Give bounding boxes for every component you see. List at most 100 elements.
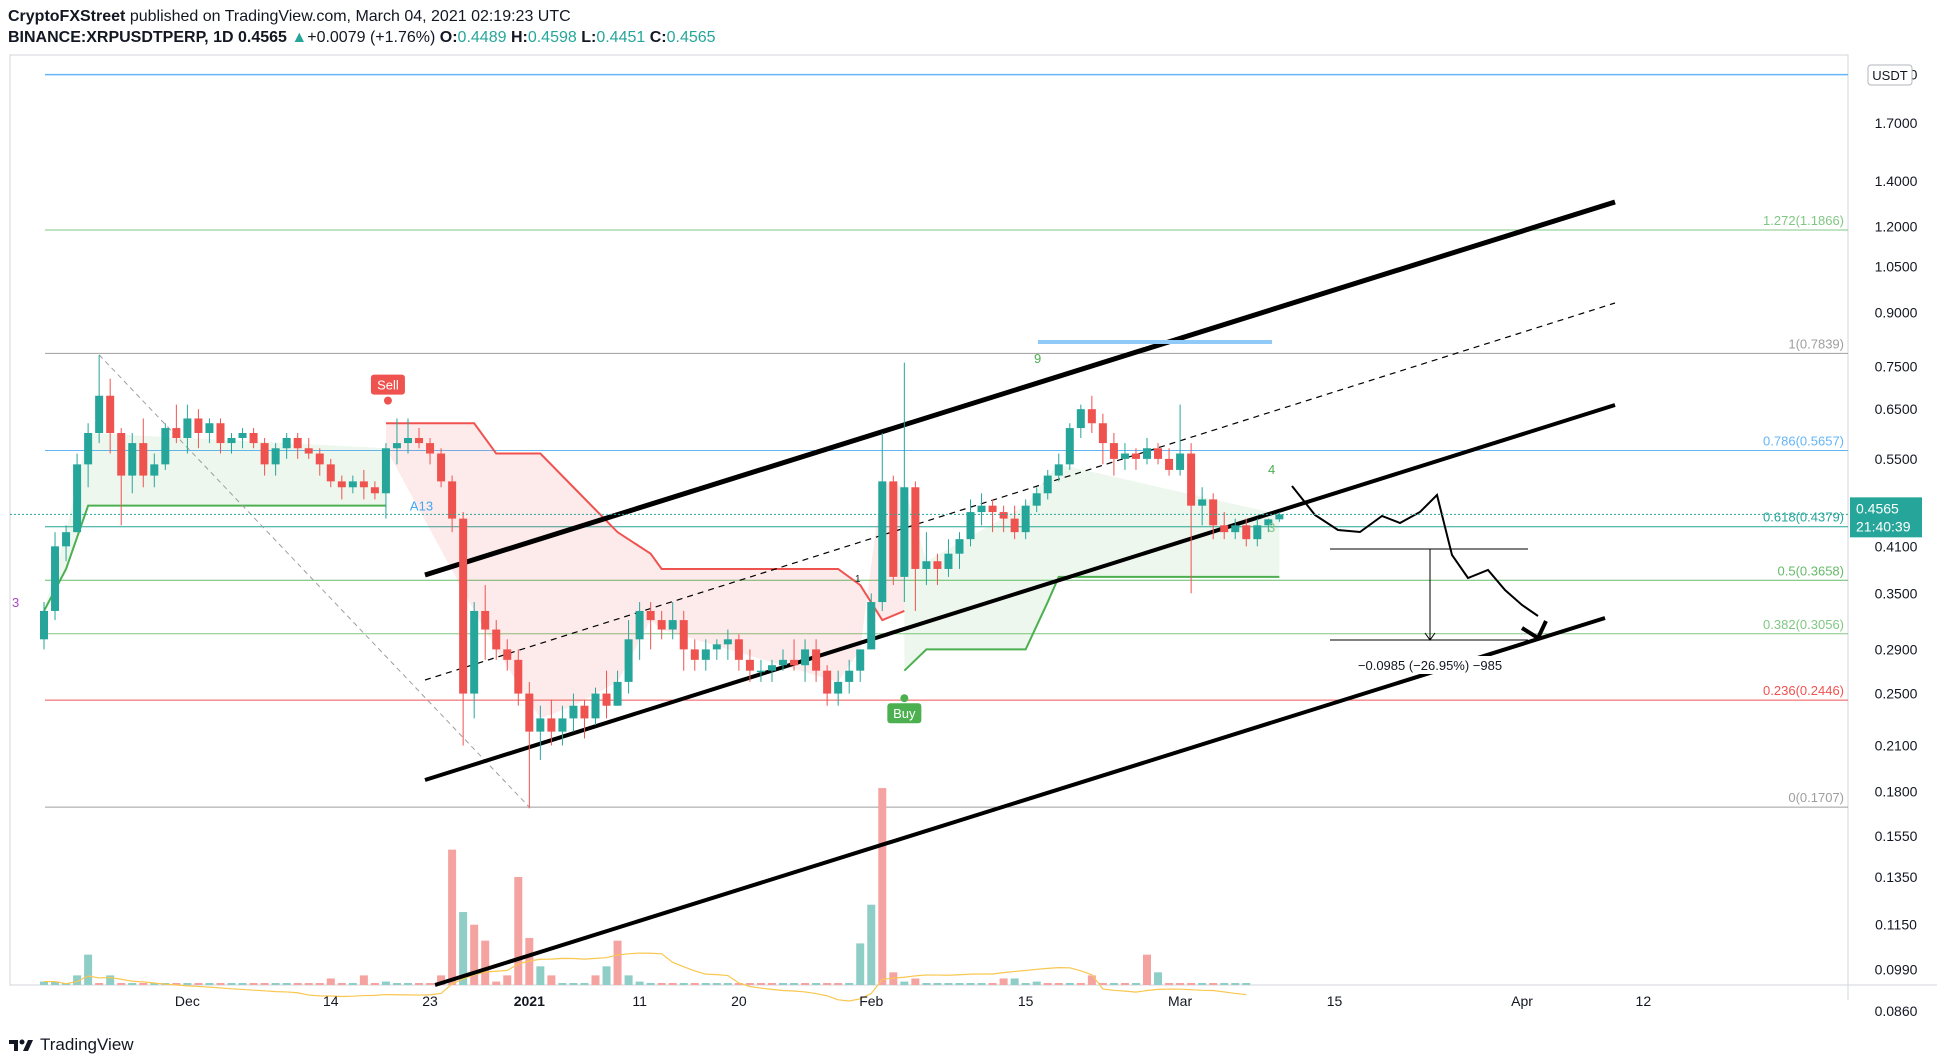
channel-lower-line	[424, 403, 1616, 782]
candle-bull	[150, 464, 159, 476]
volume-bar	[900, 981, 909, 985]
candle-bear	[260, 443, 269, 465]
measure-label-bg	[1345, 656, 1515, 674]
candle-bull	[227, 437, 236, 444]
volume-bar	[84, 954, 93, 985]
price-axis-tick: 0.9000	[1875, 304, 1918, 320]
candle-bull	[1231, 525, 1240, 533]
chart-header: CryptoFXStreet published on TradingView.…	[8, 6, 716, 48]
volume-bar	[745, 983, 754, 985]
volume-bar	[1165, 983, 1174, 985]
volume-bar	[988, 983, 997, 985]
candle-bull	[878, 481, 887, 603]
volume-bar	[679, 983, 688, 985]
open-value: 0.4489	[457, 29, 507, 46]
candle-bull	[161, 428, 170, 465]
volume-bar	[426, 983, 435, 985]
price-axis-tick: 1.2000	[1875, 219, 1918, 235]
candle-bull	[282, 437, 291, 449]
volume-bar	[613, 940, 622, 985]
candle-bull	[128, 443, 137, 476]
volume-bar	[359, 975, 368, 985]
time-axis-tick: Dec	[175, 993, 200, 1009]
volume-bar	[106, 975, 115, 985]
volume-bar	[889, 972, 898, 985]
candle-bear	[646, 610, 655, 621]
volume-bar	[459, 912, 468, 985]
supertrend-up-fill	[44, 432, 386, 611]
candle-bull	[569, 705, 578, 719]
candle-bear	[304, 448, 313, 454]
candle-bull	[1120, 453, 1129, 459]
author-name[interactable]: CryptoFXStreet	[8, 8, 126, 25]
price-axis-tick: 0.0860	[1875, 1003, 1918, 1019]
price-axis-tick: 0.1550	[1875, 828, 1918, 844]
price-tag-countdown: 21:40:39	[1856, 518, 1911, 534]
volume-bar	[260, 983, 269, 985]
a13-label: A13	[410, 499, 433, 514]
time-axis-tick: 15	[1327, 993, 1343, 1009]
candle-bear	[1220, 525, 1229, 533]
time-axis-tick: 20	[731, 993, 747, 1009]
volume-bar	[183, 983, 192, 985]
volume-bar	[249, 983, 258, 985]
volume-bar	[403, 983, 412, 985]
volume-bar	[911, 978, 920, 985]
price-tag-bg	[1850, 497, 1922, 538]
volume-bar	[602, 966, 611, 985]
candle-bull	[845, 670, 854, 682]
volume-bar	[845, 983, 854, 985]
volume-bar	[326, 978, 335, 985]
supertrend-down-line	[385, 422, 905, 622]
fib-level-label: 1(0.7839)	[1788, 336, 1844, 351]
symbol-label[interactable]: BINANCE:XRPUSDTPERP, 1D	[8, 29, 234, 46]
footer: TradingView	[8, 1035, 134, 1055]
volume-bar	[139, 983, 148, 985]
buy-label: Buy	[893, 706, 916, 721]
volume-bar	[1176, 983, 1185, 985]
candle-bear	[481, 610, 490, 630]
candle-bull	[779, 659, 788, 666]
candle-bull	[183, 418, 192, 438]
candle-bear	[602, 693, 611, 706]
volume-bar	[756, 983, 765, 985]
candle-bear	[1187, 453, 1196, 506]
candle-bull	[767, 665, 776, 671]
volume-bar	[646, 983, 655, 985]
candle-bull	[1021, 505, 1030, 533]
candle-bull	[1043, 475, 1052, 494]
price-axis-tick: 0.4100	[1875, 538, 1918, 554]
volume-bar	[734, 983, 743, 985]
volume-bar	[73, 975, 82, 985]
volume-bar	[966, 983, 975, 985]
footer-brand[interactable]: TradingView	[40, 1035, 134, 1054]
candle-bull	[1264, 519, 1273, 526]
candle-bear	[1165, 458, 1174, 470]
volume-bar	[448, 849, 457, 985]
fib-level-label: 0.236(0.2446)	[1763, 683, 1844, 698]
candle-bear	[415, 437, 424, 444]
candle-bear	[999, 512, 1008, 519]
volume-bar	[1120, 983, 1129, 985]
supertrend-up-line	[903, 575, 1280, 672]
candle-bear	[315, 453, 324, 465]
volume-bar	[701, 983, 710, 985]
supertrend-up-fill	[904, 464, 1280, 671]
volume-bar	[95, 983, 104, 985]
volume-bar	[51, 981, 60, 985]
volume-bar	[1242, 983, 1251, 985]
supertrend-up-line	[43, 504, 386, 612]
fib-level-label: 0.382(0.3056)	[1763, 617, 1844, 632]
candle-bear	[492, 629, 501, 650]
price-axis-tick: 1.7000	[1875, 115, 1918, 131]
candle-bull	[84, 432, 93, 465]
projection-arrow-icon	[1520, 620, 1548, 641]
up-arrow-icon: ▲	[291, 29, 308, 46]
price-axis-tick: 1.0500	[1875, 258, 1918, 274]
volume-bar	[1198, 983, 1207, 985]
volume-bar	[1010, 978, 1019, 985]
candle-bull	[723, 639, 732, 645]
close-label: C:	[649, 29, 667, 46]
volume-bar	[1076, 983, 1085, 985]
